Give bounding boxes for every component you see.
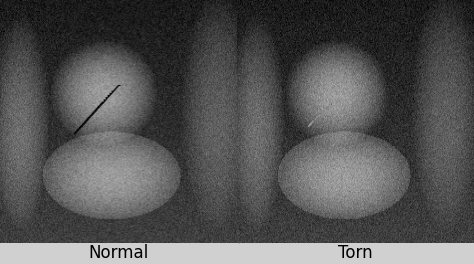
- Text: Torn: Torn: [338, 244, 373, 262]
- Text: Normal: Normal: [88, 244, 149, 262]
- Text: ACL
Tear: ACL Tear: [12, 149, 46, 179]
